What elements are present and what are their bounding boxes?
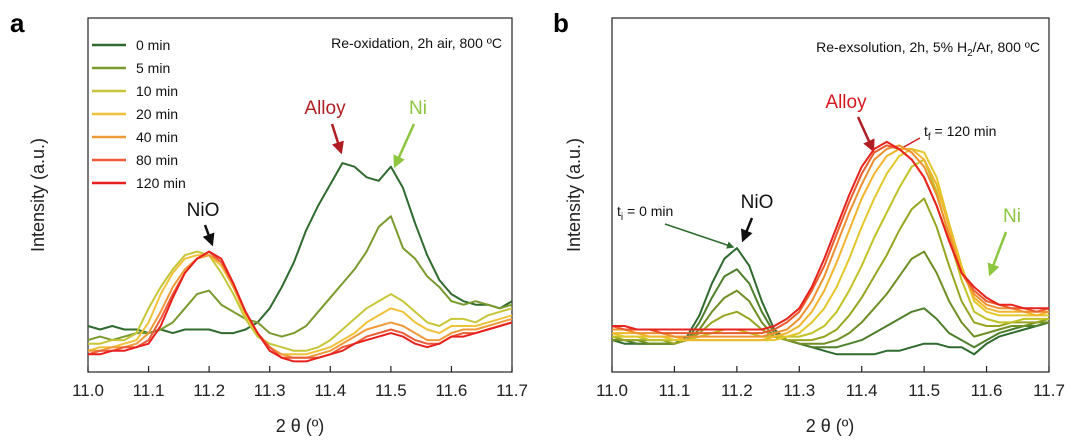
annotation: Alloy <box>304 98 346 119</box>
x-tick-label: 11.0 <box>596 381 628 400</box>
arrow <box>330 123 344 155</box>
x-axis-label: 2 θ (º) <box>806 416 855 436</box>
data-line <box>612 140 1049 331</box>
plot-frame <box>87 17 513 373</box>
data-line <box>612 144 1049 338</box>
annotation: NiO <box>187 200 220 221</box>
x-tick-label: 11.3 <box>254 381 286 400</box>
x-tick-label: 11.4 <box>314 381 346 400</box>
plot-frame <box>611 17 1050 373</box>
data-line <box>87 254 513 356</box>
data-line <box>88 250 513 363</box>
data-line <box>612 148 1050 342</box>
arrow <box>987 231 1008 277</box>
data-line <box>611 197 1050 345</box>
title-part: /Ar, 800 ºC <box>973 39 1040 55</box>
x-tick-label: 11.7 <box>1033 381 1065 400</box>
label-part: t <box>617 203 621 219</box>
legend-label: 40 min <box>136 129 178 145</box>
legend-label: 10 min <box>136 83 178 99</box>
x-tick-label: 11.5 <box>908 381 940 400</box>
data-line <box>88 254 513 359</box>
legend-label: 0 min <box>136 37 170 53</box>
label-part: = 120 min <box>931 123 997 139</box>
panel-title: Re-oxidation, 2h air, 800 ºC <box>331 35 502 51</box>
arrow <box>741 217 754 243</box>
arrow <box>393 123 416 169</box>
x-tick-label: 11.1 <box>133 381 165 400</box>
time-label: tf = 120 min <box>924 123 996 143</box>
data-line <box>611 144 1050 335</box>
x-tick-label: 11.7 <box>496 381 528 400</box>
x-tick-label: 11.2 <box>721 381 753 400</box>
label-part: = 0 min <box>623 203 673 219</box>
panel-letter: b <box>553 8 569 38</box>
y-axis-label: Intensity (a.u.) <box>564 138 584 252</box>
label-sub: i <box>621 212 623 223</box>
arrow <box>202 224 215 247</box>
label-part: t <box>924 123 928 139</box>
title-sub: 2 <box>967 48 973 59</box>
arrow <box>856 116 875 153</box>
panel-a: a Re-oxidation, 2h air, 800 ºC Intensity… <box>10 8 528 436</box>
x-tick-label: 11.6 <box>436 381 468 400</box>
legend-label: 80 min <box>136 152 178 168</box>
panel-b: b Re-exsolution, 2h, 5% H2/Ar, 800 ºC In… <box>553 8 1065 436</box>
panel-title: Re-exsolution, 2h, 5% H2/Ar, 800 ºC <box>816 39 1040 59</box>
x-tick-label: 11.0 <box>72 381 104 400</box>
legend-label: 5 min <box>136 60 170 76</box>
arrow <box>664 223 735 249</box>
legend-label: 20 min <box>136 106 178 122</box>
annotation: Ni <box>409 98 427 119</box>
annotation: Ni <box>1003 206 1021 227</box>
panel-letter: a <box>10 8 25 38</box>
label-sub: f <box>928 132 931 143</box>
x-tick-label: 11.5 <box>375 381 407 400</box>
x-tick-label: 11.6 <box>971 381 1003 400</box>
data-line <box>611 247 1050 356</box>
x-tick-label: 11.3 <box>783 381 815 400</box>
legend-label: 120 min <box>136 175 186 191</box>
annotation: Alloy <box>825 92 867 113</box>
x-axis-label: 2 θ (º) <box>276 416 325 436</box>
leader-line <box>901 137 921 149</box>
time-label: ti = 0 min <box>617 203 673 223</box>
title-part: Re-exsolution, 2h, 5% H <box>816 39 967 55</box>
annotation: NiO <box>741 192 774 213</box>
x-tick-label: 11.1 <box>659 381 691 400</box>
y-axis-label: Intensity (a.u.) <box>28 138 48 252</box>
x-tick-label: 11.4 <box>846 381 878 400</box>
x-tick-label: 11.2 <box>193 381 225 400</box>
data-line <box>88 250 513 352</box>
